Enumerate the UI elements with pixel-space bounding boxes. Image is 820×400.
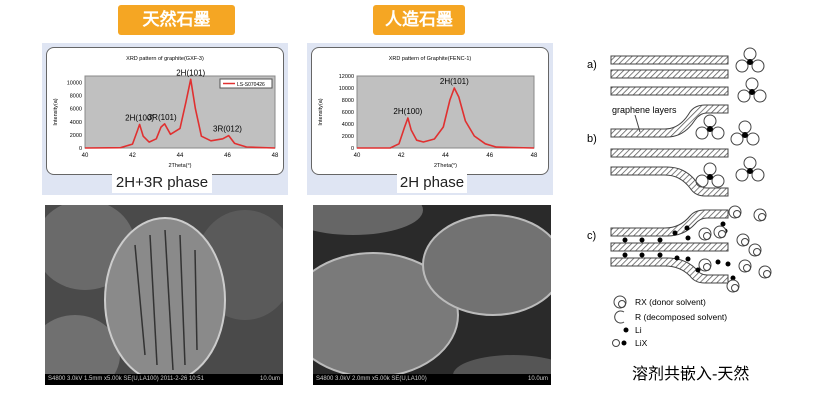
peak-label: 2H(101): [176, 68, 205, 77]
peak-label: 3R(101): [148, 113, 177, 122]
artificial-graphite-label: 人造石墨: [373, 5, 465, 35]
y-tick-label: 4000: [342, 122, 354, 128]
x-tick-label: 48: [531, 153, 538, 159]
sem-info: S4800 3.0kV 1.5mm x5.00k SE(U,LA100) 201…: [48, 376, 204, 382]
x-tick-label: 42: [398, 153, 405, 159]
graphene-layers-label: graphene layers: [612, 105, 677, 115]
y-tick-label: 10000: [67, 81, 82, 87]
sem-info: S4800 3.0kV 2.0mm x5.00k SE(U,LA100): [316, 376, 427, 382]
peak-label: 2H(101): [440, 77, 469, 86]
legend-li: Li: [635, 325, 642, 335]
legend-label: LS-S070426: [237, 82, 265, 88]
y-tick-label: 0: [351, 146, 354, 152]
x-axis-label: 2Theta(°): [169, 163, 192, 169]
legend-rx: RX (donor solvent): [635, 297, 706, 307]
phase-label: 2H+3R phase: [112, 173, 212, 193]
x-tick-label: 44: [442, 153, 449, 159]
y-tick-label: 6000: [70, 107, 82, 113]
y-tick-label: 4000: [70, 120, 82, 126]
y-tick-label: 2000: [342, 134, 354, 140]
y-axis-label: Intensity(a): [53, 98, 59, 125]
x-tick-label: 40: [354, 153, 361, 159]
x-tick-label: 46: [486, 153, 493, 159]
label-b: b): [587, 133, 597, 145]
sem-image-natural: S4800 3.0kV 1.5mm x5.00k SE(U,LA100) 201…: [45, 205, 283, 385]
co-intercalation-diagram: a) b) c) graphene layers RX (donor solve…: [587, 47, 772, 348]
plot-area: [356, 75, 535, 149]
peak-label: 3R(012): [213, 125, 242, 134]
x-tick-label: 42: [129, 153, 136, 159]
sem-image-artificial: S4800 3.0kV 2.0mm x5.00k SE(U,LA100) 10.0…: [313, 205, 551, 385]
x-tick-label: 46: [224, 153, 231, 159]
x-tick-label: 48: [272, 153, 279, 159]
y-tick-label: 12000: [339, 74, 354, 80]
xrd-panel-natural: XRD pattern of graphite(GXF-3) 40 42 44 46 48…: [42, 43, 288, 195]
legend-box: [219, 78, 273, 89]
xrd-series-line: [84, 78, 276, 149]
xrd-chart-natural: XRD pattern of graphite(GXF-3) 40 42 44 46 48…: [53, 56, 279, 169]
label-a: a): [587, 59, 597, 71]
y-axis-label: Intensity(a): [318, 98, 324, 125]
x-axis-label: 2Theta(°): [434, 163, 457, 169]
peak-label: 2H(100): [125, 113, 154, 122]
chart-title: XRD pattern of graphite(GXF-3): [126, 56, 204, 62]
y-tick-label: 6000: [342, 110, 354, 116]
x-tick-label: 40: [82, 153, 89, 159]
sem-scale: 10.0um: [527, 376, 548, 382]
xrd-series-line: [357, 87, 535, 149]
legend-lix: LiX: [635, 338, 648, 348]
y-tick-label: 8000: [70, 94, 82, 100]
phase-label: 2H phase: [397, 173, 467, 193]
xrd-panel-artificial: XRD pattern of Graphite(FENC-1) 40 42 44 46 4…: [307, 43, 553, 195]
legend-r: R (decomposed solvent): [635, 312, 727, 322]
diagram-caption: 溶剂共嵌入-天然: [632, 364, 750, 383]
xrd-chart-artificial: XRD pattern of Graphite(FENC-1) 40 42 44 46 4…: [318, 56, 538, 169]
y-tick-label: 0: [79, 146, 82, 152]
x-tick-label: 44: [177, 153, 184, 159]
chart-title: XRD pattern of Graphite(FENC-1): [389, 56, 472, 62]
y-tick-label: 2000: [70, 133, 82, 139]
y-tick-label: 8000: [342, 98, 354, 104]
sem-scale: 10.0um: [259, 376, 280, 382]
y-tick-label: 10000: [339, 86, 354, 92]
peak-label: 2H(100): [393, 107, 422, 116]
label-c: c): [587, 230, 596, 242]
natural-graphite-label: 天然石墨: [118, 5, 235, 35]
